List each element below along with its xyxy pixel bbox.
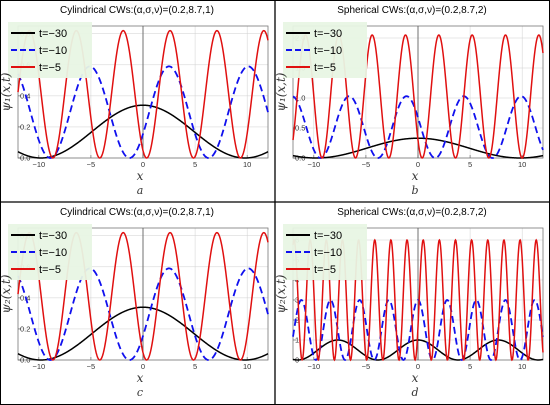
panel-title: Cylindrical CWs:(α,σ,ν)=(0.2,8.7,1) — [60, 5, 214, 16]
y-axis-label: ψ₂(x,t) — [0, 274, 13, 313]
x-tick-label: 10 — [243, 362, 251, 371]
series-line-2 — [292, 299, 544, 361]
legend-label: t=−30 — [314, 230, 342, 242]
panel-letter: d — [411, 386, 418, 399]
x-tick-label: −5 — [362, 160, 371, 169]
chart-panel-a: Cylindrical CWs:(α,σ,ν)=(0.2,8.7,1) −10 −5… — [0, 5, 269, 197]
x-tick-label: 10 — [243, 160, 251, 169]
x-tick-label: 5 — [468, 160, 472, 169]
y-tick-label: 0.2 — [20, 324, 30, 333]
y-tick-label: 0.5 — [295, 124, 305, 133]
series-line-3 — [292, 238, 544, 362]
y-tick-label: 3 — [295, 296, 299, 305]
x-tick-label: −5 — [362, 362, 371, 371]
x-tick-label: −10 — [32, 160, 45, 169]
x-tick-label: 0 — [141, 160, 145, 169]
y-tick-label: 2 — [295, 316, 299, 325]
legend-label: t=−10 — [39, 247, 67, 259]
x-tick-label: −5 — [87, 160, 96, 169]
x-tick-label: 10 — [518, 160, 526, 169]
x-tick-label: −10 — [307, 160, 320, 169]
panel-title: Spherical CWs:(α,σ,ν)=(0.2,8.7,2) — [337, 5, 487, 16]
x-tick-label: −10 — [307, 362, 320, 371]
legend-label: t=−5 — [39, 264, 61, 276]
legend-label: t=−5 — [39, 62, 61, 74]
panel-title: Spherical CWs:(α,σ,ν)=(0.2,8.7,2) — [337, 207, 487, 218]
series-line-2 — [292, 95, 544, 159]
panel-title: Cylindrical CWs:(α,σ,ν)=(0.2,8.7,1) — [60, 207, 214, 218]
y-tick-label: 0.0 — [20, 356, 30, 365]
y-tick-label: 0.0 — [295, 154, 305, 163]
legend-label: t=−5 — [314, 62, 336, 74]
chart-panel-c: Cylindrical CWs:(α,σ,ν)=(0.2,8.7,1) −10 −5… — [0, 207, 269, 399]
x-tick-label: 0 — [416, 160, 420, 169]
y-tick-label: 0.2 — [20, 122, 30, 131]
legend: t=−30 t=−10 t=−5 — [283, 224, 367, 280]
x-tick-label: −5 — [87, 362, 96, 371]
x-tick-label: −10 — [32, 362, 45, 371]
x-axis-label: x — [137, 371, 144, 385]
x-tick-label: 0 — [416, 362, 420, 371]
chart-panel-b: Spherical CWs:(α,σ,ν)=(0.2,8.7,2) −10 −5 0 5… — [274, 5, 544, 197]
legend: t=−30 t=−10 t=−5 — [8, 22, 92, 78]
x-tick-label: 10 — [518, 362, 526, 371]
x-tick-label: 5 — [468, 362, 472, 371]
y-axis-label: ψ₂(x,t) — [274, 274, 288, 313]
x-axis-label: x — [412, 169, 419, 183]
y-tick-label: 1 — [295, 336, 299, 345]
legend-label: t=−30 — [39, 230, 67, 242]
x-tick-label: 0 — [141, 362, 145, 371]
legend: t=−30 t=−10 t=−5 — [8, 224, 92, 280]
series-line-1 — [17, 306, 269, 361]
legend-label: t=−10 — [314, 247, 342, 259]
legend-label: t=−10 — [314, 45, 342, 57]
x-tick-label: 5 — [193, 160, 197, 169]
series-line-2 — [17, 267, 269, 361]
y-axis-label: ψ₁(x,t) — [274, 72, 288, 111]
legend: t=−30 t=−10 t=−5 — [283, 22, 367, 78]
series-line-1 — [17, 104, 269, 159]
legend-label: t=−30 — [314, 28, 342, 40]
legend-label: t=−5 — [314, 264, 336, 276]
series-line-3 — [17, 231, 269, 361]
series-line-2 — [17, 65, 269, 159]
x-tick-label: 5 — [193, 362, 197, 371]
y-tick-label: 0.0 — [20, 154, 30, 163]
panel-letter: b — [411, 184, 418, 197]
legend-label: t=−10 — [39, 45, 67, 57]
legend-label: t=−30 — [39, 28, 67, 40]
panel-letter: a — [137, 184, 144, 197]
x-axis-label: x — [412, 371, 419, 385]
x-axis-label: x — [137, 169, 144, 183]
panel-letter: c — [137, 386, 143, 399]
chart-panel-d: Spherical CWs:(α,σ,ν)=(0.2,8.7,2) −10 −5 0 5… — [274, 207, 544, 399]
y-tick-label: 1.0 — [295, 94, 305, 103]
y-axis-label: ψ₁(x,t) — [0, 72, 13, 111]
series-line-3 — [17, 29, 269, 159]
